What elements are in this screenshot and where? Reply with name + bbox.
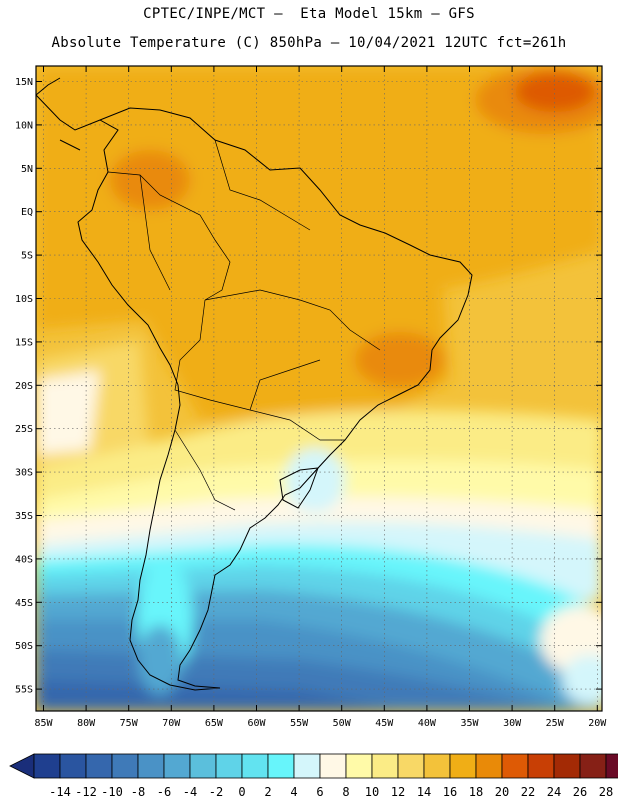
lat-label: 10S: [15, 294, 33, 305]
lat-label: 30S: [15, 468, 33, 479]
colorbar-label: 2: [264, 785, 271, 799]
lat-label: 40S: [15, 554, 33, 565]
colorbar-swatch: [397, 753, 425, 779]
colorbar-swatch: [553, 753, 581, 779]
lat-label: 25S: [15, 424, 33, 435]
colorbar-label: 0: [238, 785, 245, 799]
colorbar-swatch: [189, 753, 217, 779]
colorbar-swatch: [33, 753, 61, 779]
lon-label: 85W: [34, 718, 53, 729]
colorbar-swatch: [371, 753, 399, 779]
lat-label: 15N: [15, 77, 33, 88]
longitude-labels: 85W 80W 75W 70W 65W 60W 55W 50W 45W 40W 35W 30W 25W 2…: [34, 66, 607, 729]
lat-label: 10N: [15, 120, 33, 131]
lon-label: 80W: [77, 718, 96, 729]
colorbar-swatch: [501, 753, 529, 779]
colorbar-swatch: [423, 753, 451, 779]
colorbar-swatch: [475, 753, 503, 779]
lon-label: 50W: [333, 718, 352, 729]
colorbar-swatch: [59, 753, 87, 779]
colorbar-label: 20: [495, 785, 509, 799]
lon-label: 35W: [460, 718, 479, 729]
colorbar-label: 6: [316, 785, 323, 799]
lat-label: 50S: [15, 641, 33, 652]
colorbar-swatch: [267, 753, 295, 779]
colorbar-label: -2: [209, 785, 223, 799]
lon-label: 40W: [418, 718, 437, 729]
lon-label: 55W: [290, 718, 309, 729]
lon-label: 75W: [120, 718, 139, 729]
colorbar-label: 22: [521, 785, 535, 799]
colorbar-left-arrow: [9, 753, 35, 779]
colorbar-label: 26: [573, 785, 587, 799]
colorbar-label: -4: [183, 785, 197, 799]
lat-label: EQ: [21, 207, 33, 218]
colorbar-label: -6: [157, 785, 171, 799]
colorbar-swatch: [319, 753, 347, 779]
lon-label: 25W: [546, 718, 565, 729]
colorbar-label: -10: [101, 785, 123, 799]
map-frame: [35, 65, 603, 712]
colorbar-swatch: [345, 753, 373, 779]
colorbar-label: 4: [290, 785, 297, 799]
colorbar-label: 24: [547, 785, 561, 799]
colorbar-swatch: [527, 753, 555, 779]
colorbar-label: -8: [131, 785, 145, 799]
lat-label: 5S: [21, 251, 33, 262]
colorbar-swatch: [579, 753, 607, 779]
colorbar-label: 12: [391, 785, 405, 799]
colorbar-swatch: [241, 753, 269, 779]
colorbar-label: -14: [49, 785, 71, 799]
title-line-1: CPTEC/INPE/MCT – Eta Model 15km – GFS: [143, 6, 475, 22]
title-line-2: Absolute Temperature (C) 850hPa – 10/04/…: [51, 35, 567, 51]
colorbar-label: 8: [342, 785, 349, 799]
lat-label: 45S: [15, 598, 33, 609]
colorbar: -14 -12 -10 -8 -6 -4 -2 0 2 4 6 8 10 12 14 16 18 20 22 24 26…: [9, 753, 618, 799]
lat-label: 55S: [15, 685, 33, 696]
colorbar-label: 14: [417, 785, 431, 799]
colorbar-label: 18: [469, 785, 483, 799]
lat-label: 35S: [15, 511, 33, 522]
latitude-labels: 15N 10N 5N EQ 5S 10S 15S 20S 25S 30S 35S 40S 45S 50S 5…: [15, 77, 602, 696]
colorbar-label: 16: [443, 785, 457, 799]
colorbar-label: 10: [365, 785, 379, 799]
lon-label: 20W: [588, 718, 607, 729]
colorbar-swatch: [137, 753, 165, 779]
colorbar-swatch: [605, 753, 618, 779]
colorbar-swatch: [293, 753, 321, 779]
coastlines: [36, 77, 473, 691]
colorbar-label: 28: [599, 785, 613, 799]
lat-label: 20S: [15, 381, 33, 392]
temperature-field: [36, 66, 602, 711]
country-borders: [107, 139, 381, 511]
lon-label: 60W: [247, 718, 266, 729]
lon-label: 70W: [162, 718, 181, 729]
colorbar-label: -12: [75, 785, 97, 799]
colorbar-swatch: [449, 753, 477, 779]
colorbar-swatch: [215, 753, 243, 779]
lat-label: 15S: [15, 337, 33, 348]
lat-label: 5N: [21, 164, 33, 175]
colorbar-swatch: [111, 753, 139, 779]
lon-label: 65W: [205, 718, 224, 729]
lon-label: 45W: [375, 718, 394, 729]
colorbar-swatch: [85, 753, 113, 779]
colorbar-swatch: [163, 753, 191, 779]
lon-label: 30W: [503, 718, 522, 729]
